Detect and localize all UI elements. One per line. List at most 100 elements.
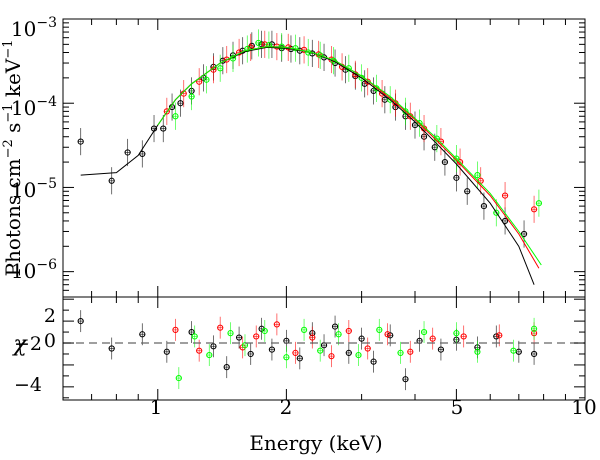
residual-point <box>530 343 538 365</box>
marker <box>370 358 377 365</box>
marker <box>253 333 260 340</box>
marker <box>355 351 362 359</box>
marker <box>530 350 538 358</box>
data-point <box>292 34 299 62</box>
data-point <box>441 148 449 176</box>
marker <box>108 177 115 184</box>
marker <box>480 203 488 210</box>
x-axis-title: Energy (keV) <box>249 431 382 455</box>
residual-point <box>364 337 371 360</box>
x-tick-label-5: 5 <box>451 395 464 419</box>
marker <box>535 200 543 207</box>
marker <box>172 113 179 120</box>
data-point <box>255 29 262 57</box>
residual-point <box>453 322 460 345</box>
residual-point <box>172 318 179 341</box>
marker <box>217 324 224 331</box>
residual-point <box>370 350 377 373</box>
marker <box>191 333 198 340</box>
marker <box>160 125 167 132</box>
marker <box>217 65 224 72</box>
marker <box>247 350 254 358</box>
residual-point <box>317 339 324 362</box>
marker <box>163 108 170 115</box>
residual-point <box>530 317 538 340</box>
marker <box>328 353 335 360</box>
marker <box>453 330 460 337</box>
residual-point <box>335 323 342 346</box>
residual-point <box>241 334 249 357</box>
data-point <box>196 68 203 96</box>
marker <box>402 376 409 383</box>
marker <box>300 326 308 333</box>
y-tick-label-1e-3: 10−3 <box>11 15 57 41</box>
marker <box>273 321 280 328</box>
marker <box>431 144 438 151</box>
y-tick-label-1e-4: 10−4 <box>11 94 57 120</box>
marker <box>530 206 538 213</box>
marker <box>345 327 352 335</box>
marker <box>335 331 342 338</box>
data-point <box>77 128 84 156</box>
residual-point <box>261 320 268 342</box>
residual-point <box>355 344 362 367</box>
marker <box>210 343 217 350</box>
marker <box>188 93 195 100</box>
marker <box>407 348 414 355</box>
residual-point <box>420 321 428 344</box>
residual-point <box>300 318 308 341</box>
residual-point <box>283 346 290 369</box>
residual-point <box>437 338 445 361</box>
residual-point <box>309 326 316 349</box>
marker <box>441 158 449 166</box>
data-point <box>203 66 210 94</box>
marker <box>429 335 436 342</box>
residual-point <box>188 321 195 344</box>
marker <box>474 348 481 355</box>
residual-point <box>429 327 436 350</box>
marker <box>510 347 517 354</box>
data-point <box>160 114 167 143</box>
y-axis-title: Photons cm−2 s−1 keV−1 <box>1 39 25 276</box>
data-point <box>464 177 471 205</box>
marker <box>309 334 316 341</box>
data-point <box>480 192 488 220</box>
marker <box>501 192 509 199</box>
residual-point <box>292 341 299 364</box>
marker <box>203 76 210 83</box>
residual-point <box>175 367 182 390</box>
residual-point <box>345 320 352 342</box>
data-point <box>535 189 543 217</box>
data-point <box>530 195 538 223</box>
marker <box>248 42 255 49</box>
residual-point <box>358 327 365 350</box>
data-point <box>124 138 131 167</box>
marker <box>460 333 467 340</box>
x-tick-label-10: 10 <box>571 395 596 419</box>
marker <box>376 326 383 333</box>
marker <box>464 188 471 195</box>
residual-point <box>397 341 404 364</box>
residual-point <box>235 326 243 349</box>
marker <box>223 364 230 371</box>
marker <box>345 349 352 356</box>
marker <box>172 326 179 333</box>
residual-point <box>253 325 260 348</box>
marker <box>196 347 203 354</box>
marker <box>416 120 423 127</box>
y-tick-label-1e-6: 10−6 <box>11 257 57 283</box>
marker <box>364 345 371 352</box>
residual-point <box>268 338 276 361</box>
x-tick-label-2: 2 <box>280 395 293 419</box>
data-point <box>188 82 195 111</box>
marker <box>317 347 324 354</box>
residual-point <box>191 325 198 348</box>
marker <box>261 327 268 335</box>
residual-point <box>460 325 467 348</box>
marker <box>241 342 249 349</box>
residual-point <box>217 316 224 339</box>
marker <box>77 138 84 145</box>
marker <box>223 56 230 63</box>
x-tick-label-1: 1 <box>150 395 163 419</box>
marker <box>493 209 500 216</box>
